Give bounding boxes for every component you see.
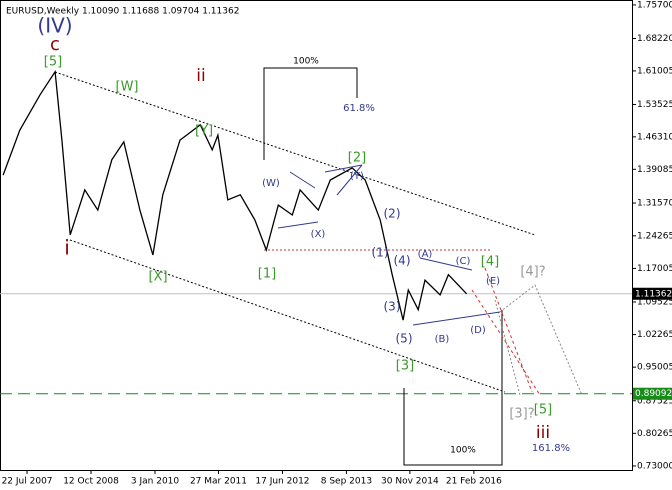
wave-label: [1] bbox=[258, 267, 276, 282]
ratio-label: 100% bbox=[293, 57, 319, 67]
y-tick-label: 1.02265 bbox=[637, 330, 672, 340]
price-label-bg bbox=[633, 387, 672, 400]
wave-label: (C) bbox=[456, 256, 471, 267]
wave-label: [4] bbox=[481, 255, 499, 270]
y-tick-label: 1.24265 bbox=[637, 231, 672, 241]
price-line-series bbox=[2, 69, 468, 321]
price-label-bg bbox=[633, 287, 672, 300]
x-tick-label: 21 Feb 2016 bbox=[446, 477, 502, 487]
y-tick-label: 1.75700 bbox=[637, 0, 672, 10]
bracket-bottom bbox=[403, 310, 503, 466]
wave-label: [3]? bbox=[509, 407, 534, 422]
wave-line bbox=[324, 164, 363, 173]
wave-line bbox=[277, 221, 319, 229]
wave-label: [W] bbox=[116, 80, 139, 95]
projection bbox=[471, 289, 541, 396]
ratio-label: 100% bbox=[450, 446, 476, 456]
triangle-line bbox=[419, 257, 473, 271]
plot-frame bbox=[0, 0, 633, 471]
y-tick-label: 1.31570 bbox=[637, 199, 672, 209]
y-tick-label: 1.09525 bbox=[637, 297, 672, 307]
wave-label: (2) bbox=[384, 207, 401, 221]
price-label: 0.89092 bbox=[635, 389, 672, 399]
y-tick-label: 1.68220 bbox=[637, 34, 672, 44]
wave-label: [4]? bbox=[520, 265, 545, 280]
x-tick-label: 17 Jun 2012 bbox=[255, 477, 309, 487]
x-tick-label: 12 Oct 2008 bbox=[63, 477, 119, 487]
price-label: 1.11362 bbox=[635, 289, 672, 299]
wave-label: c bbox=[50, 34, 60, 55]
y-tick-label: 1.53525 bbox=[637, 100, 672, 110]
wave-label: [X] bbox=[148, 270, 167, 285]
wave-label: (D) bbox=[470, 325, 486, 336]
x-tick-label: 3 Jan 2010 bbox=[131, 477, 179, 487]
wave-label: (1) bbox=[372, 246, 389, 260]
ratio-label: 161.8% bbox=[532, 443, 570, 454]
wave-label: [5] bbox=[534, 403, 552, 418]
projection-alt bbox=[494, 299, 521, 396]
y-tick-label: 0.73000 bbox=[637, 461, 672, 471]
y-tick-label: 1.61005 bbox=[637, 66, 672, 76]
y-tick-label: 0.95005 bbox=[637, 363, 672, 373]
wave-labels: (IV) c [5] [W] ii [Y] 100% 61.8% [2] (Y)… bbox=[37, 14, 570, 456]
wave-line bbox=[336, 164, 363, 196]
wave-label: (Y) bbox=[350, 171, 364, 182]
y-tick-label: 1.39085 bbox=[637, 165, 672, 175]
wave-label: (IV) bbox=[37, 14, 72, 38]
wave-label: i bbox=[64, 236, 70, 260]
channel-upper bbox=[54, 71, 536, 236]
wave-label: (3) bbox=[384, 300, 401, 314]
chart-header: EURUSD,Weekly 1.10090 1.11688 1.09704 1.… bbox=[6, 7, 239, 17]
y-tick-label: 0.80265 bbox=[637, 429, 672, 439]
wave-label: [2] bbox=[348, 151, 366, 166]
bracket-top bbox=[263, 67, 358, 160]
x-tick-label: 30 Nov 2014 bbox=[381, 477, 439, 487]
wave-label: (B) bbox=[435, 334, 450, 345]
wave-label: (4) bbox=[394, 254, 411, 268]
wave-label: (X) bbox=[311, 229, 326, 240]
wave-label: [3] bbox=[396, 359, 414, 374]
wave-label: (W) bbox=[262, 178, 280, 189]
channel-lower bbox=[69, 239, 506, 393]
ratio-label: 61.8% bbox=[343, 103, 375, 114]
triangle-line bbox=[412, 311, 501, 326]
wave-label: ii bbox=[196, 66, 205, 86]
y-tick-label: 1.46310 bbox=[637, 132, 672, 142]
x-tick-label: 27 Mar 2011 bbox=[190, 477, 247, 487]
x-tick-label: 8 Sep 2013 bbox=[321, 477, 372, 487]
annotation-shapes bbox=[54, 67, 583, 466]
wave-label: (A) bbox=[418, 249, 433, 260]
x-tick-label: 22 Jul 2007 bbox=[2, 477, 53, 487]
wave-line bbox=[289, 171, 316, 189]
wave-label: [5] bbox=[44, 55, 62, 70]
wave-label: [Y] bbox=[195, 124, 213, 139]
projection-alt bbox=[499, 284, 583, 396]
y-tick-label: 0.87525 bbox=[637, 396, 672, 406]
wave-label: (5) bbox=[396, 332, 413, 346]
wave-label: iii bbox=[536, 423, 550, 443]
y-tick-label: 1.17005 bbox=[637, 264, 672, 274]
wave-label: (E) bbox=[486, 276, 500, 287]
